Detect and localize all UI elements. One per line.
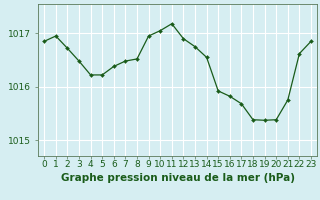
X-axis label: Graphe pression niveau de la mer (hPa): Graphe pression niveau de la mer (hPa) [60,173,295,183]
